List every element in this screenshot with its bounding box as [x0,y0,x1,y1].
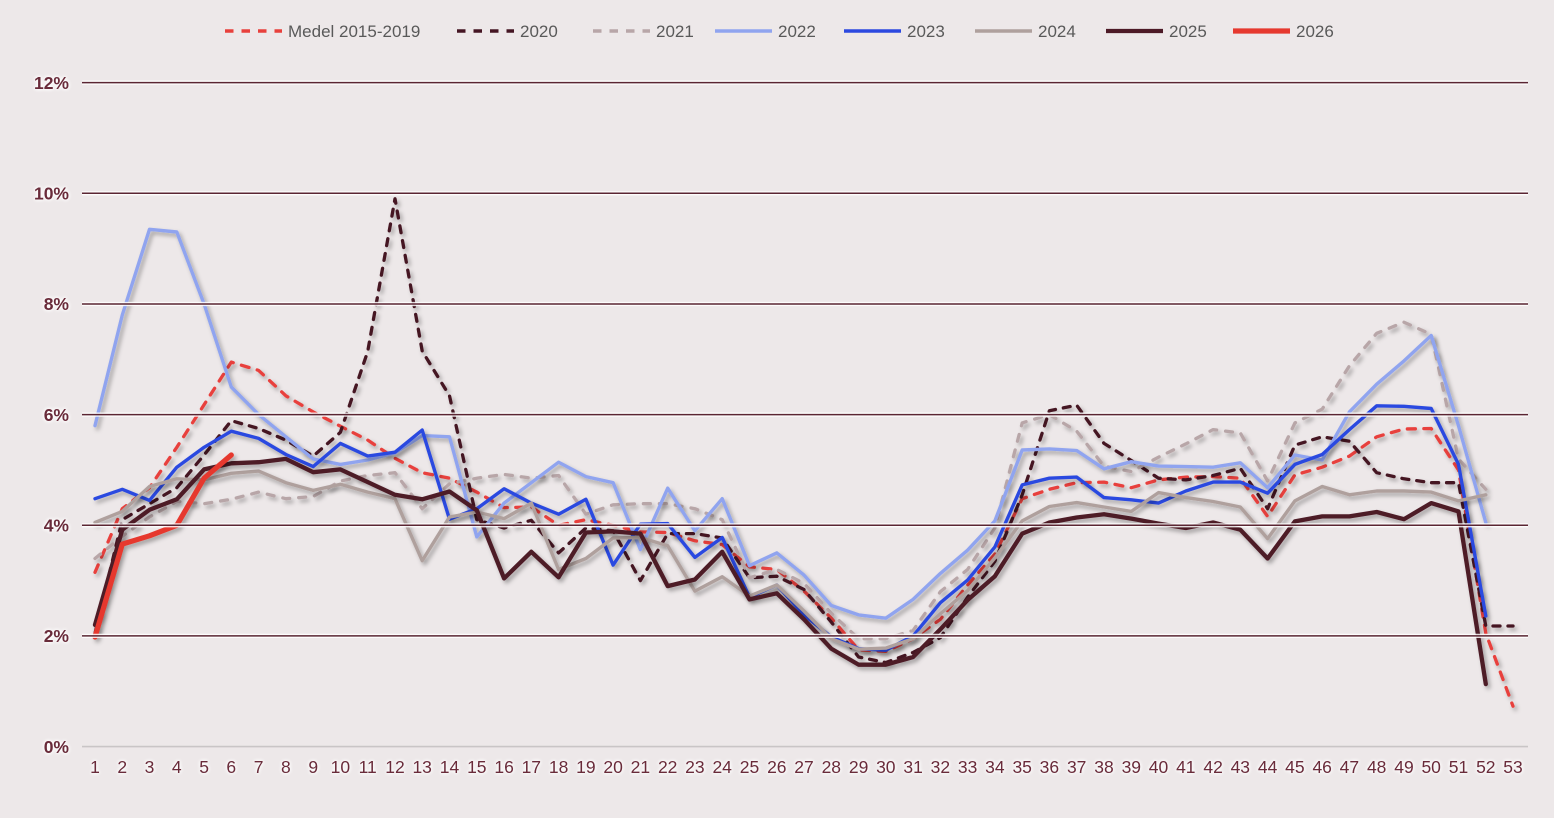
svg-text:17: 17 [522,757,541,777]
svg-text:44: 44 [1258,757,1278,777]
svg-text:37: 37 [1067,757,1086,777]
svg-text:14: 14 [440,757,460,777]
svg-text:2%: 2% [44,626,70,646]
svg-text:4: 4 [172,757,182,777]
svg-text:45: 45 [1285,757,1304,777]
svg-text:2024: 2024 [1038,22,1076,41]
svg-text:43: 43 [1231,757,1250,777]
svg-text:15: 15 [467,757,486,777]
svg-text:25: 25 [740,757,759,777]
svg-text:26: 26 [767,757,786,777]
svg-text:38: 38 [1094,757,1113,777]
svg-text:29: 29 [849,757,868,777]
svg-text:27: 27 [794,757,813,777]
svg-text:2020: 2020 [520,22,558,41]
svg-text:9: 9 [308,757,318,777]
svg-text:48: 48 [1367,757,1386,777]
svg-text:5: 5 [199,757,209,777]
svg-text:2021: 2021 [656,22,694,41]
svg-text:31: 31 [903,757,922,777]
svg-text:10%: 10% [34,184,69,204]
svg-text:21: 21 [631,757,650,777]
svg-text:2025: 2025 [1169,22,1207,41]
svg-text:20: 20 [603,757,623,777]
svg-text:33: 33 [958,757,977,777]
svg-text:8%: 8% [44,294,70,314]
svg-text:39: 39 [1122,757,1141,777]
svg-text:36: 36 [1040,757,1059,777]
svg-text:11: 11 [359,757,377,777]
svg-text:42: 42 [1203,757,1222,777]
svg-text:16: 16 [494,757,513,777]
svg-text:30: 30 [876,757,896,777]
svg-text:28: 28 [822,757,841,777]
svg-text:2022: 2022 [778,22,816,41]
svg-text:51: 51 [1449,757,1468,777]
svg-text:35: 35 [1012,757,1031,777]
svg-text:18: 18 [549,757,568,777]
svg-text:49: 49 [1394,757,1413,777]
svg-text:6%: 6% [44,405,70,425]
svg-text:1: 1 [90,757,100,777]
svg-text:12: 12 [385,757,404,777]
svg-text:3: 3 [145,757,155,777]
svg-text:10: 10 [331,757,351,777]
svg-text:2: 2 [117,757,127,777]
svg-text:23: 23 [685,757,704,777]
svg-text:13: 13 [412,757,431,777]
svg-text:40: 40 [1149,757,1169,777]
svg-text:34: 34 [985,757,1005,777]
svg-text:Medel 2015-2019: Medel 2015-2019 [288,22,420,41]
svg-text:41: 41 [1176,757,1195,777]
svg-text:12%: 12% [34,73,69,93]
svg-text:52: 52 [1476,757,1495,777]
svg-text:53: 53 [1503,757,1522,777]
svg-text:7: 7 [254,757,264,777]
svg-text:24: 24 [712,757,732,777]
svg-text:47: 47 [1340,757,1359,777]
svg-text:0%: 0% [44,737,70,757]
svg-text:4%: 4% [44,516,70,536]
svg-text:19: 19 [576,757,595,777]
svg-text:8: 8 [281,757,291,777]
svg-text:2026: 2026 [1296,22,1334,41]
svg-text:2023: 2023 [907,22,945,41]
svg-text:32: 32 [931,757,950,777]
svg-text:22: 22 [658,757,677,777]
svg-text:6: 6 [226,757,236,777]
svg-text:50: 50 [1421,757,1441,777]
svg-text:46: 46 [1312,757,1331,777]
